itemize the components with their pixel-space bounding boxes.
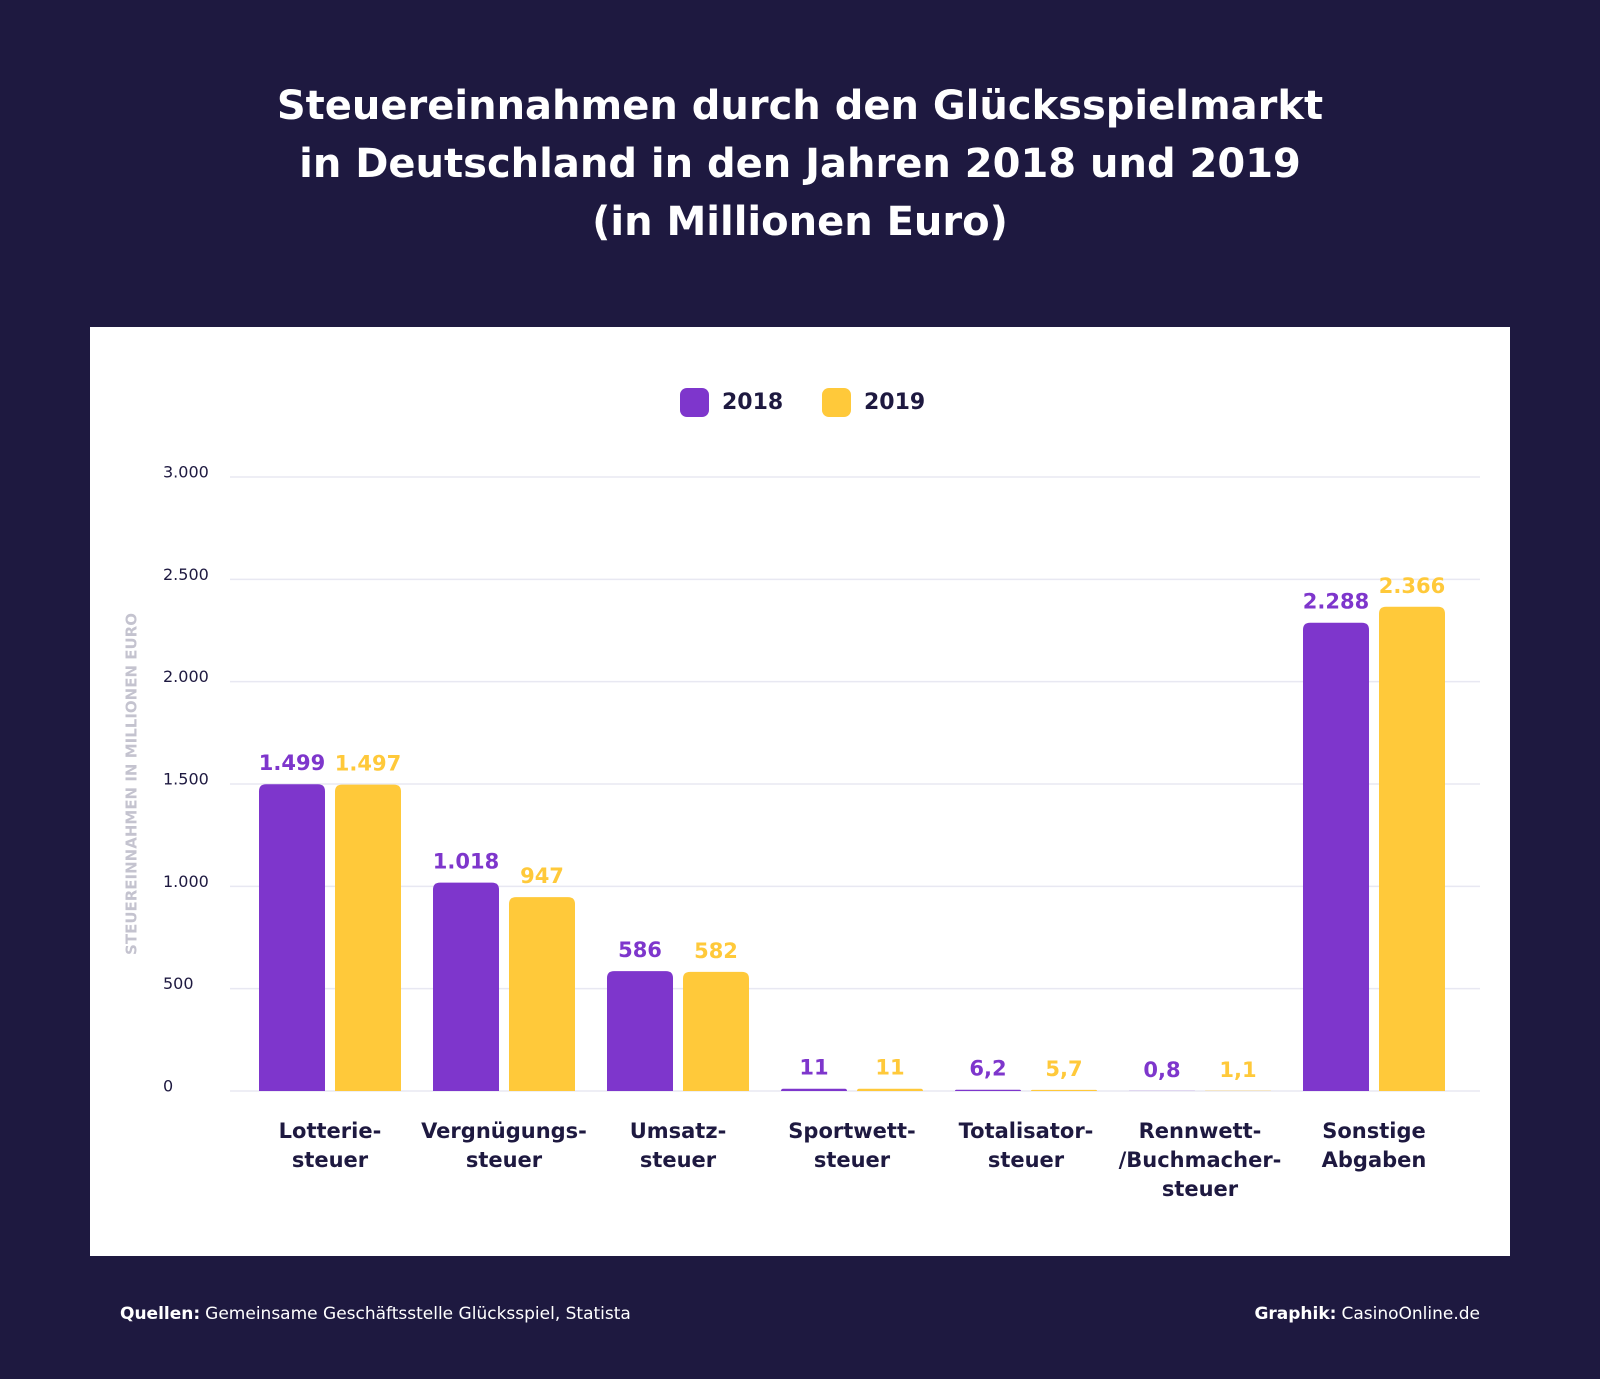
chart-title: Steuereinnahmen durch den Glücksspielmar… <box>277 83 1323 129</box>
x-tick-label: Sportwett- <box>788 1119 915 1143</box>
footer-credit-text: CasinoOnline.de <box>1341 1304 1480 1324</box>
x-tick-label: /Buchmacher- <box>1119 1148 1282 1172</box>
value-label: 947 <box>520 864 564 888</box>
value-label: 11 <box>799 1056 828 1080</box>
bar <box>607 971 673 1091</box>
x-tick-label: Abgaben <box>1322 1148 1427 1172</box>
value-label: 2.288 <box>1303 590 1369 614</box>
bar <box>781 1088 847 1091</box>
value-label: 1.018 <box>433 850 499 874</box>
y-tick-label: 2.000 <box>163 667 209 686</box>
y-tick-label: 500 <box>163 974 194 993</box>
value-label: 6,2 <box>969 1057 1006 1081</box>
value-label: 2.366 <box>1379 574 1445 598</box>
value-label: 5,7 <box>1045 1057 1082 1081</box>
value-label: 1.497 <box>335 752 401 776</box>
footer-source: Quellen: Gemeinsame Geschäftsstelle Glück… <box>120 1304 631 1324</box>
bar <box>683 971 749 1091</box>
panel <box>90 327 1510 1256</box>
bar <box>433 882 499 1091</box>
legend-swatch <box>680 388 709 417</box>
x-tick-label: steuer <box>814 1148 891 1172</box>
bar <box>955 1089 1021 1091</box>
legend-label: 2019 <box>864 390 925 415</box>
x-tick-label: steuer <box>292 1148 369 1172</box>
value-label: 11 <box>875 1056 904 1080</box>
chart-title: in Deutschland in den Jahren 2018 und 20… <box>299 141 1301 187</box>
footer-credit-label: Graphik: <box>1254 1304 1336 1324</box>
value-label: 582 <box>694 939 738 963</box>
y-tick-label: 0 <box>163 1077 173 1096</box>
bar <box>857 1088 923 1091</box>
bar <box>509 897 575 1091</box>
value-label: 0,8 <box>1143 1058 1180 1082</box>
x-tick-label: steuer <box>1162 1177 1239 1201</box>
x-tick-label: Umsatz- <box>630 1119 727 1143</box>
bar <box>259 784 325 1091</box>
x-tick-label: Rennwett- <box>1139 1119 1262 1143</box>
x-tick-label: Totalisator- <box>959 1119 1094 1143</box>
bar <box>1303 622 1369 1091</box>
value-label: 1,1 <box>1219 1058 1256 1082</box>
y-tick-label: 3.000 <box>163 463 209 482</box>
x-tick-label: steuer <box>640 1148 717 1172</box>
y-tick-label: 1.000 <box>163 872 209 891</box>
bar <box>335 784 401 1091</box>
footer-source-label: Quellen: <box>120 1304 200 1324</box>
y-tick-label: 1.500 <box>163 770 209 789</box>
y-axis-label: STEUEREINNAHMEN IN MILLIONEN EURO <box>123 613 141 955</box>
value-label: 586 <box>618 938 662 962</box>
chart-title: (in Millionen Euro) <box>592 199 1008 245</box>
x-tick-label: steuer <box>988 1148 1065 1172</box>
legend-swatch <box>822 388 851 417</box>
legend-label: 2018 <box>722 390 783 415</box>
x-tick-label: Vergnügungs- <box>421 1119 587 1143</box>
x-tick-label: steuer <box>466 1148 543 1172</box>
bar <box>1379 606 1445 1091</box>
footer-source-text: Gemeinsame Geschäftsstelle Glücksspiel, … <box>205 1304 631 1324</box>
footer-credit: Graphik: CasinoOnline.de <box>1254 1304 1480 1324</box>
bar <box>1031 1089 1097 1091</box>
value-label: 1.499 <box>259 751 325 775</box>
x-tick-label: Lotterie- <box>279 1119 382 1143</box>
x-tick-label: Sonstige <box>1322 1119 1426 1143</box>
y-tick-label: 2.500 <box>163 565 209 584</box>
